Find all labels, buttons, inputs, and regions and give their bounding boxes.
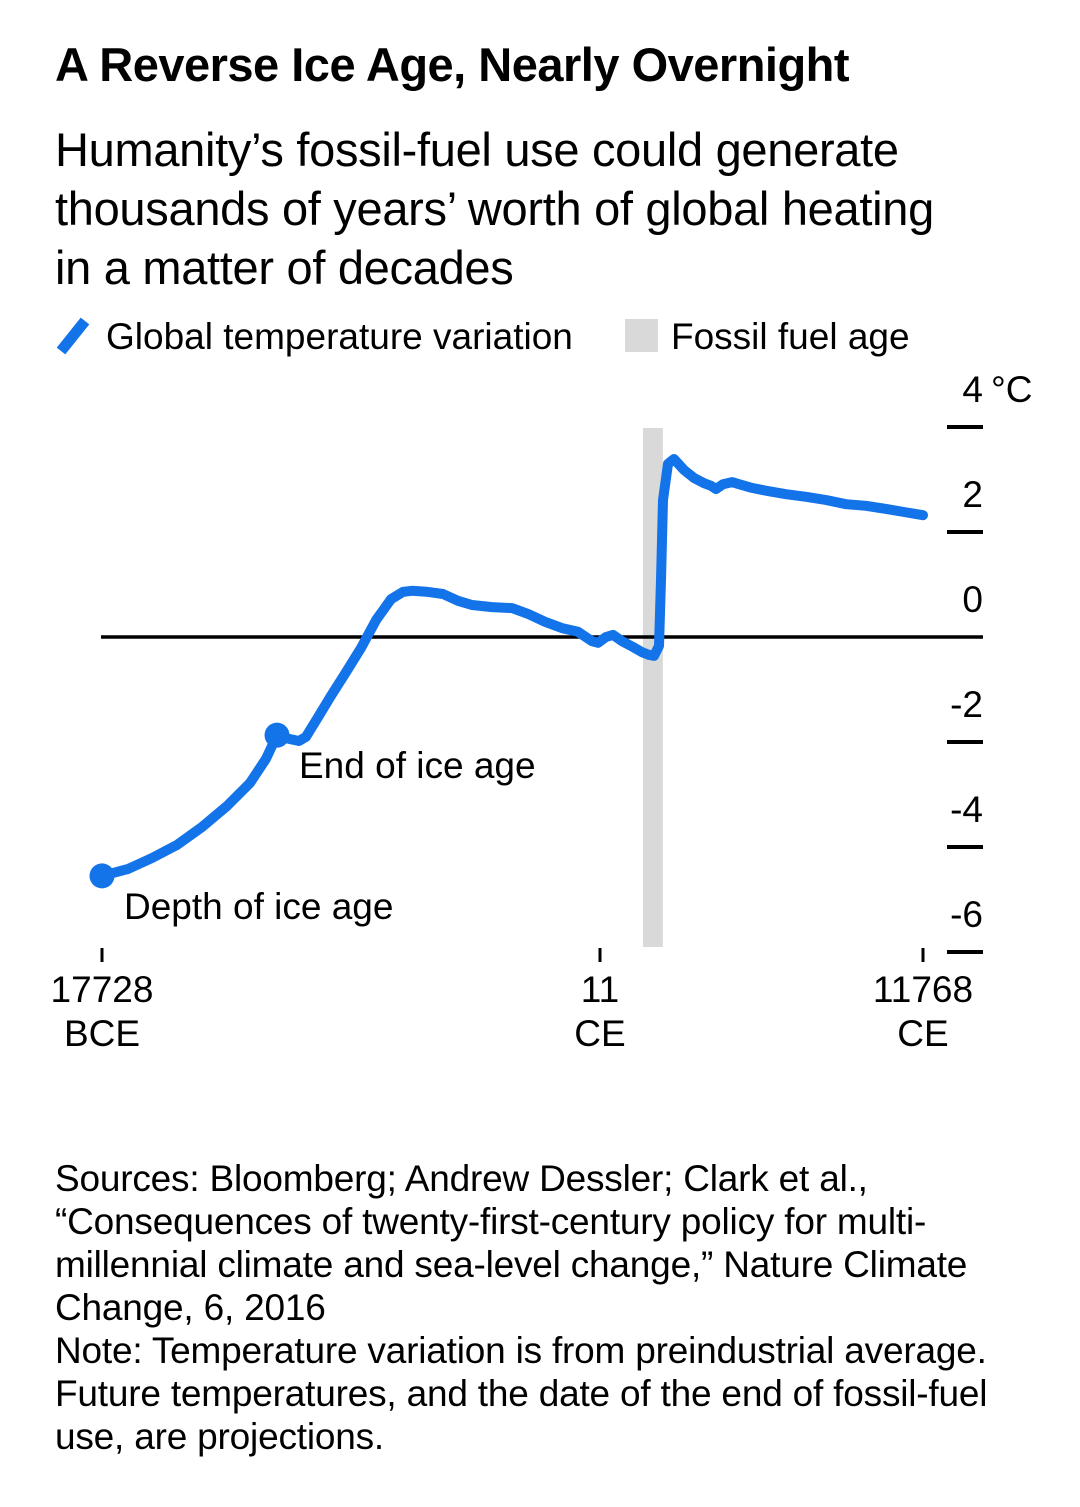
y-axis-unit: °C [991, 369, 1033, 410]
x-tick-label-2: 11768 CE [872, 969, 974, 1054]
legend-slash-icon [56, 317, 90, 355]
annotation-label-0: Depth of ice age [124, 885, 394, 927]
y-tick-label--6: -6 [950, 894, 983, 935]
annotation-label-1: End of ice age [299, 745, 536, 787]
y-tick-label-4: 4 [962, 369, 983, 410]
temperature-line-legend-icon [56, 317, 90, 355]
source-note: Sources: Bloomberg; Andrew Dessler; Clar… [55, 1158, 988, 1457]
annotation-marker-1 [264, 722, 290, 748]
y-tick-label--2: -2 [950, 684, 983, 725]
legend-label-fossil-fuel: Fossil fuel age [671, 316, 910, 357]
y-tick-label--4: -4 [950, 789, 983, 830]
chart-subtitle: Humanity’s fossil-fuel use could generat… [55, 123, 934, 294]
y-tick-label-0: 0 [962, 579, 983, 620]
legend-label-temperature: Global temperature variation [106, 316, 573, 357]
annotation-marker-0 [89, 863, 115, 889]
x-tick-label-1: 11 CE [574, 969, 626, 1054]
y-tick-label-2: 2 [962, 474, 983, 515]
x-tick-label-0: 17728 BCE [50, 969, 154, 1054]
chart-title: A Reverse Ice Age, Nearly Overnight [55, 38, 850, 91]
temperature-line [97, 454, 928, 881]
fossil-band-legend-swatch [625, 319, 658, 352]
